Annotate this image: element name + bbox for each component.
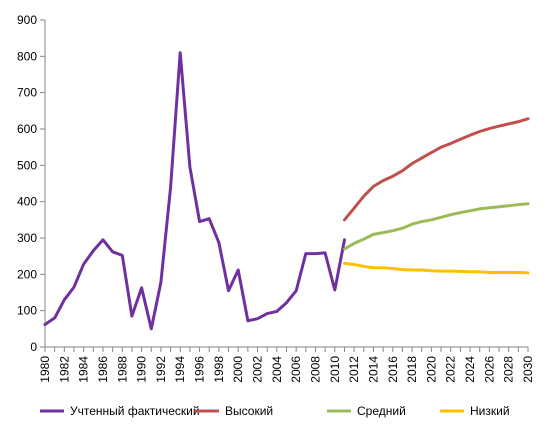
y-tick-label: 100 — [17, 304, 37, 318]
y-tick-label: 700 — [17, 86, 37, 100]
x-tick-label: 2004 — [270, 356, 284, 383]
x-tick-label: 1998 — [212, 356, 226, 383]
x-tick-label: 2008 — [308, 356, 322, 383]
x-tick-label: 2018 — [405, 356, 419, 383]
x-tick-label: 2016 — [386, 356, 400, 383]
x-tick-label: 1994 — [173, 356, 187, 383]
legend-label-3: Низкий — [470, 404, 510, 418]
y-tick-label: 500 — [17, 158, 37, 172]
x-tick-label: 1990 — [135, 356, 149, 383]
series-line-0 — [43, 51, 346, 331]
x-tick-label: 2006 — [289, 356, 303, 383]
x-tick-label: 1986 — [96, 356, 110, 383]
x-tick-label: 2002 — [251, 356, 265, 383]
y-axis-ticks: 0 100 200 300 400 500 600 700 800 900 — [17, 13, 45, 354]
y-tick-label: 400 — [17, 195, 37, 209]
x-tick-label: 1982 — [57, 356, 71, 383]
x-tick-label: 2030 — [521, 356, 535, 383]
y-tick-label: 0 — [30, 340, 37, 354]
x-tick-label: 2022 — [444, 356, 458, 383]
legend-label-0: Учтенный фактический — [70, 404, 200, 418]
legend-label-1: Высокий — [225, 404, 273, 418]
series-line-1 — [343, 117, 530, 222]
x-tick-label: 1980 — [38, 356, 52, 383]
x-tick-label: 2026 — [482, 356, 496, 383]
series-line-2 — [343, 202, 530, 251]
y-tick-label: 800 — [17, 49, 37, 63]
x-tick-label: 2024 — [463, 356, 477, 383]
x-tick-label: 1992 — [154, 356, 168, 383]
axes — [44, 20, 528, 348]
x-axis-ticks: 1980 1982 1984 1986 1988 1990 1992 1994 1996 1998… — [38, 347, 535, 383]
series-lines — [43, 51, 530, 331]
series-line-3 — [343, 261, 530, 275]
legend: Учтенный фактический Высокий Средний Низкий — [40, 404, 510, 418]
x-tick-label: 1996 — [193, 356, 207, 383]
y-tick-label: 900 — [17, 13, 37, 27]
x-tick-label: 1988 — [115, 356, 129, 383]
y-tick-label: 600 — [17, 122, 37, 136]
y-tick-label: 300 — [17, 231, 37, 245]
legend-label-2: Средний — [357, 404, 406, 418]
x-tick-label: 2000 — [231, 356, 245, 383]
x-tick-label: 2010 — [328, 356, 342, 383]
x-tick-label: 2020 — [424, 356, 438, 383]
x-tick-label: 2012 — [347, 356, 361, 383]
x-tick-label: 1984 — [77, 356, 91, 383]
x-tick-label: 2014 — [366, 356, 380, 383]
y-tick-label: 200 — [17, 267, 37, 281]
x-tick-label: 2028 — [502, 356, 516, 383]
